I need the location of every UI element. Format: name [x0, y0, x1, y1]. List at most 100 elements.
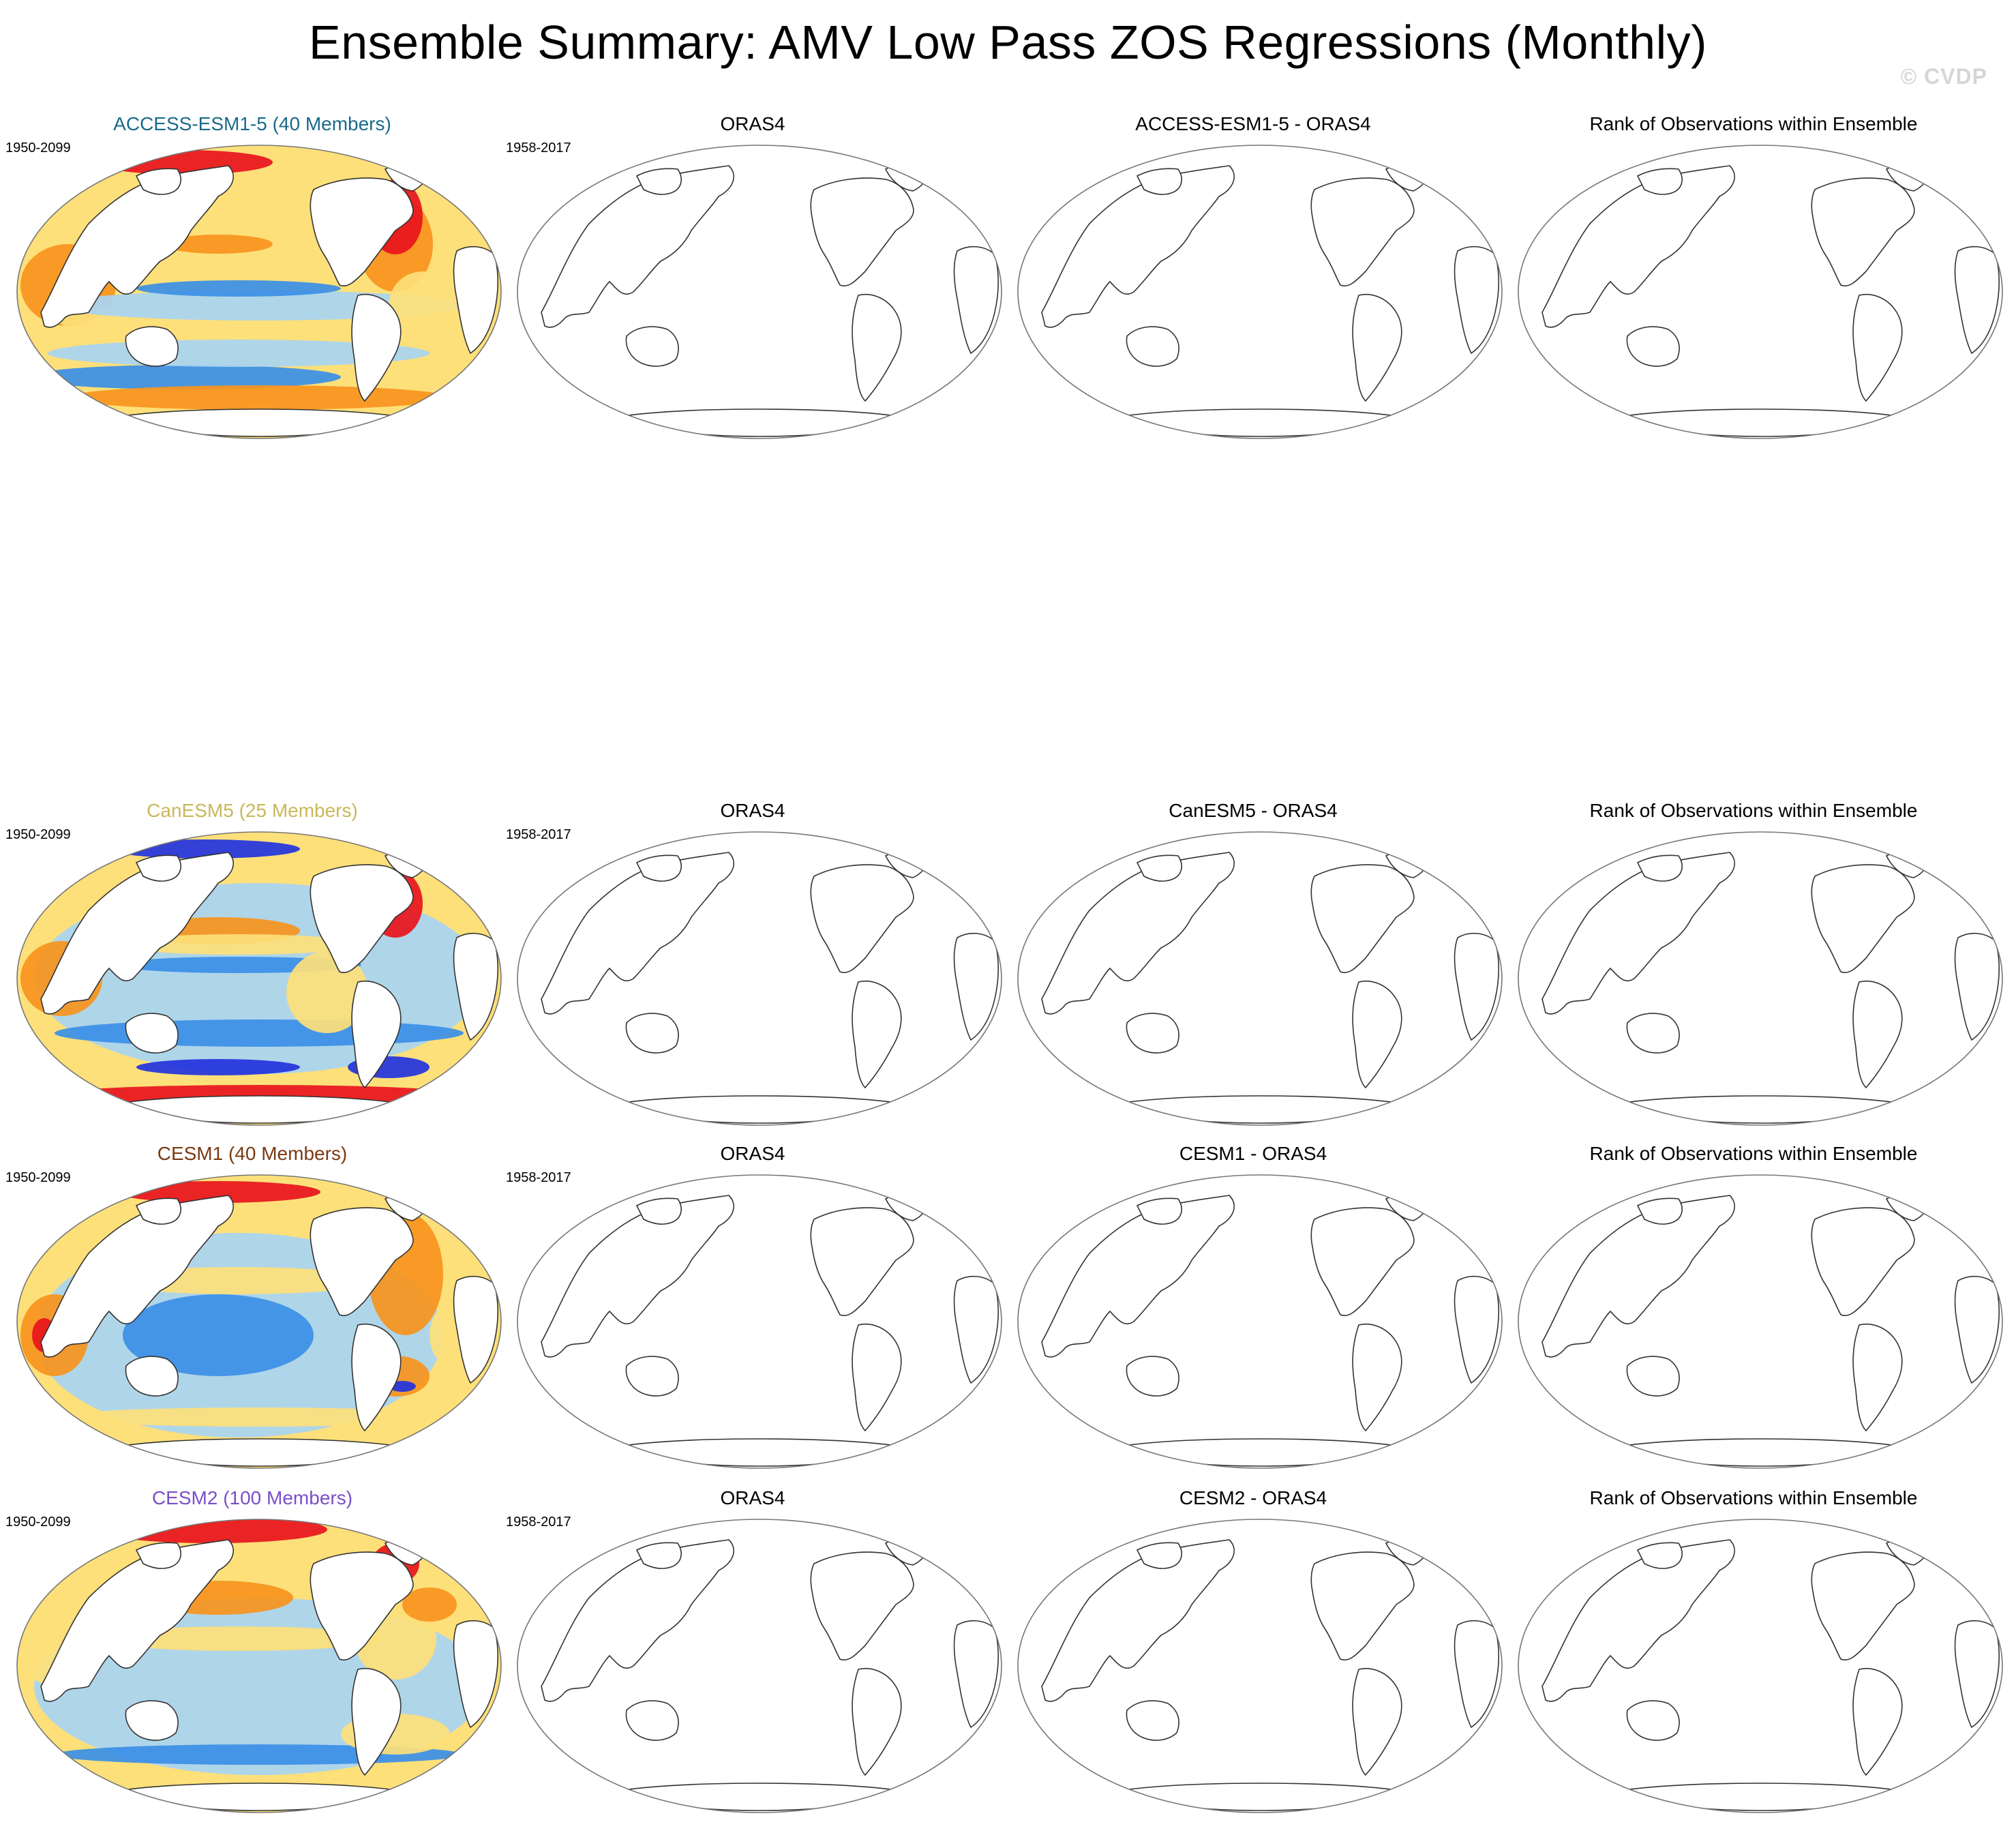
world-map-svg: [16, 1174, 502, 1469]
land-antarctica: [1109, 408, 1411, 437]
map-border: [1017, 831, 1503, 1126]
land-namerica: [810, 1551, 914, 1660]
anomaly-patch: [95, 1626, 382, 1651]
difference-panel: CESM1 - ORAS4: [1008, 1143, 1503, 1477]
land-samerica: [852, 981, 902, 1089]
land-samerica: [852, 1324, 902, 1432]
land-asia: [1041, 1195, 1235, 1358]
land-antarctica: [609, 408, 910, 437]
land-asia: [541, 1195, 735, 1358]
ensemble-row-access-esm1-5: ACCESS-ESM1-5 (40 Members) 1950-2099 ORA…: [0, 113, 2016, 447]
obs-panel: ORAS4 1958-2017: [506, 113, 1002, 447]
map-border: [16, 145, 502, 439]
land-samerica: [351, 1324, 402, 1432]
world-map-svg: [16, 145, 502, 439]
land-antarctica: [1109, 1783, 1411, 1811]
land-asia: [541, 1539, 735, 1702]
map-border: [517, 1519, 1002, 1813]
land-samerica: [1852, 981, 1903, 1089]
obs-panel-title: ORAS4: [720, 1487, 785, 1508]
difference-map-blank: [1014, 1516, 1505, 1816]
rank-map-blank: [1515, 1172, 2006, 1472]
rank-panel: Rank of Observations within Ensemble: [1508, 1487, 2003, 1821]
world-map-svg: [517, 145, 1002, 439]
land-samerica: [1852, 1324, 1903, 1432]
obs-years-label: 1958-2017: [506, 140, 571, 155]
anomaly-patch: [402, 1588, 457, 1622]
land-asia: [541, 852, 735, 1015]
world-map-svg: [517, 1174, 1002, 1469]
land-antarctica: [1610, 1783, 1911, 1811]
land-asia: [541, 165, 735, 328]
obs-panel-title: ORAS4: [720, 1143, 785, 1164]
model-regression-map: [14, 142, 505, 442]
obs-map-blank: [514, 1172, 1005, 1472]
land-namerica: [810, 1207, 914, 1316]
obs-panel-title: ORAS4: [720, 113, 785, 134]
land-asia: [1041, 852, 1235, 1015]
world-map-svg: [1518, 1519, 2003, 1813]
difference-map-blank: [1014, 142, 1505, 442]
rank-map-blank: [1515, 829, 2006, 1129]
land-antarctica: [108, 408, 410, 437]
anomaly-patch: [123, 1294, 314, 1376]
map-border: [517, 831, 1002, 1126]
model-years-label: 1950-2099: [5, 1170, 71, 1185]
obs-map-blank: [514, 1516, 1005, 1816]
land-europe: [1636, 168, 1683, 195]
land-australia: [125, 326, 179, 367]
rank-panel-title: Rank of Observations within Ensemble: [1589, 1487, 1918, 1508]
model-years-label: 1950-2099: [5, 827, 71, 842]
obs-map-blank: [514, 142, 1005, 442]
land-namerica: [1310, 1207, 1415, 1316]
land-namerica: [1811, 864, 1915, 973]
world-map-svg: [16, 1519, 502, 1813]
map-border: [1518, 831, 2003, 1126]
land-asia: [40, 165, 235, 328]
land-samerica: [852, 1668, 902, 1776]
world-map-svg: [1017, 1519, 1503, 1813]
land-australia: [625, 1013, 679, 1054]
rank-panel: Rank of Observations within Ensemble: [1508, 800, 2003, 1134]
land-antarctica: [108, 1095, 410, 1124]
land-europe: [1136, 854, 1182, 882]
land-europe: [635, 1542, 682, 1569]
land-asia: [40, 852, 235, 1015]
model-regression-map: [14, 829, 505, 1129]
anomaly-patch: [55, 1407, 464, 1427]
land-africa: [1454, 932, 1500, 1041]
world-map-svg: [16, 831, 502, 1126]
land-africa: [1954, 245, 2000, 355]
land-europe: [635, 168, 682, 195]
figure-title: Ensemble Summary: AMV Low Pass ZOS Regre…: [309, 16, 1707, 69]
land-europe: [135, 1197, 181, 1225]
world-map-svg: [517, 1519, 1002, 1813]
obs-panel: ORAS4 1958-2017: [506, 1487, 1002, 1821]
obs-years-label: 1958-2017: [506, 827, 571, 842]
land-antarctica: [1610, 408, 1911, 437]
land-africa: [1954, 1620, 2000, 1729]
land-samerica: [351, 1668, 402, 1776]
model-panel-title: CESM2 (100 Members): [151, 1487, 353, 1508]
land-australia: [1626, 1700, 1680, 1741]
land-europe: [1136, 1542, 1182, 1569]
map-border: [1518, 145, 2003, 439]
ensemble-row-canesm5: CanESM5 (25 Members) 1950-2099 ORAS4 195…: [0, 800, 2016, 1134]
land-antarctica: [609, 1438, 910, 1467]
land-namerica: [310, 177, 414, 286]
world-map-svg: [1017, 1174, 1503, 1469]
anomaly-patch: [389, 271, 457, 340]
map-border: [1518, 1174, 2003, 1469]
land-europe: [135, 854, 181, 882]
land-antarctica: [609, 1783, 910, 1811]
ensemble-row-cesm2: CESM2 (100 Members) 1950-2099 ORAS4 1958…: [0, 1487, 2016, 1821]
land-samerica: [1352, 294, 1402, 402]
land-australia: [625, 326, 679, 367]
rank-panel-title: Rank of Observations within Ensemble: [1589, 800, 1918, 821]
land-australia: [625, 1700, 679, 1741]
map-border: [517, 1174, 1002, 1469]
model-regression-map: [14, 1516, 505, 1816]
difference-map-blank: [1014, 1172, 1505, 1472]
land-australia: [125, 1700, 179, 1741]
land-europe: [635, 1197, 682, 1225]
